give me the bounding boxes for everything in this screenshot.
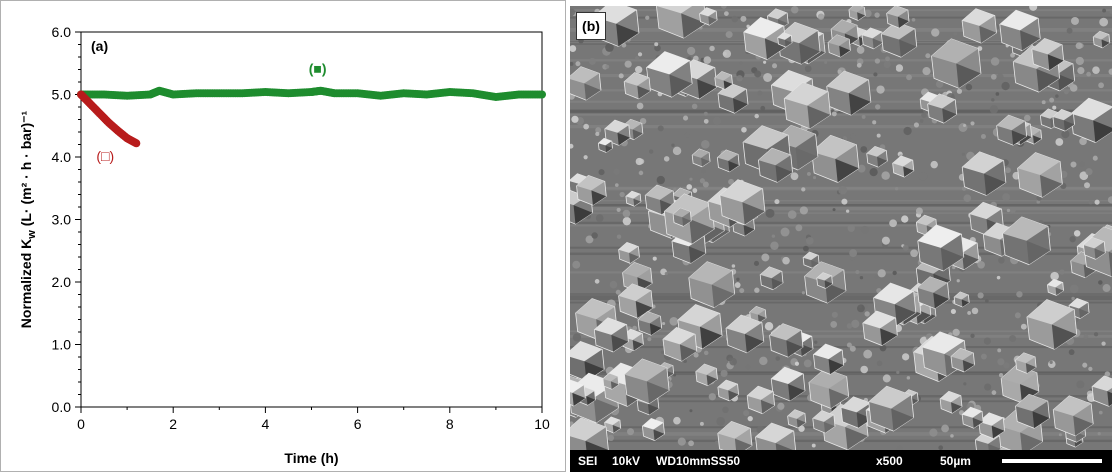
chart-panel-a: 0 2 4 6 8 10 0.0 1.0 2.0 3.0 4.0 5.0 6.0 (■) (□) (a) Tim… bbox=[0, 0, 566, 472]
x-tick-label: 8 bbox=[446, 416, 454, 432]
y-tick-label: 0.0 bbox=[52, 399, 72, 415]
series-label-red: (□) bbox=[96, 148, 114, 164]
x-tick-label: 6 bbox=[354, 416, 362, 432]
y-tick-label: 6.0 bbox=[52, 24, 72, 40]
y-tick-label: 5.0 bbox=[52, 87, 72, 103]
kw-time-chart: 0 2 4 6 8 10 0.0 1.0 2.0 3.0 4.0 5.0 6.0 (■) (□) (a) Tim… bbox=[18, 24, 550, 466]
y-tick-label: 1.0 bbox=[52, 337, 72, 353]
x-tick-label: 2 bbox=[169, 416, 177, 432]
y-tick-label: 2.0 bbox=[52, 274, 72, 290]
x-tick-label: 4 bbox=[262, 416, 270, 432]
x-axis-label: Time (h) bbox=[284, 450, 338, 466]
sem-voltage: 10kV bbox=[612, 454, 641, 468]
y-tick-label: 3.0 bbox=[52, 212, 72, 228]
x-tick-label: 0 bbox=[77, 416, 85, 432]
sem-detector: SEI bbox=[578, 454, 598, 468]
x-tick-label: 10 bbox=[534, 416, 550, 432]
data-point bbox=[538, 90, 546, 99]
series-green bbox=[77, 86, 546, 101]
sem-magnification: x500 bbox=[876, 454, 903, 468]
panel-label-a: (a) bbox=[91, 38, 108, 54]
y-tick-label: 4.0 bbox=[52, 149, 72, 165]
sem-scale-label: 50µm bbox=[940, 454, 971, 468]
sem-scale-bar bbox=[1002, 459, 1102, 463]
sem-micrograph-image bbox=[570, 6, 1112, 472]
y-axis-label: Normalized Kw (L· (m² · h · bar)⁻¹ bbox=[18, 110, 38, 328]
sem-info-bar: SEI 10kV WD10mmSS50 x500 50µm bbox=[570, 450, 1112, 472]
series-label-green: (■) bbox=[309, 61, 327, 77]
panel-label-b: (b) bbox=[576, 12, 606, 40]
series-red bbox=[77, 90, 141, 148]
data-point bbox=[132, 139, 141, 148]
sem-micrograph-panel: (b) SEI 10kV WD10mmSS50 x500 50µm bbox=[570, 6, 1112, 472]
sem-working-distance: WD10mmSS50 bbox=[656, 454, 741, 468]
